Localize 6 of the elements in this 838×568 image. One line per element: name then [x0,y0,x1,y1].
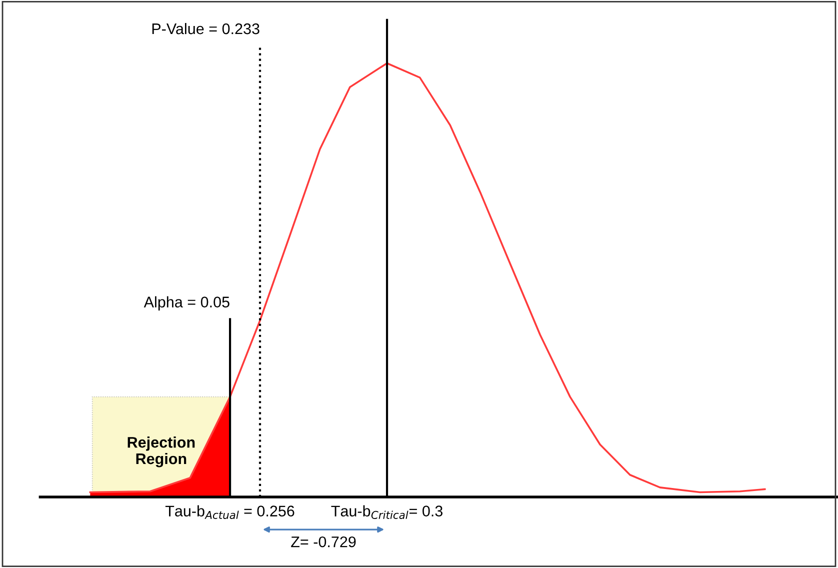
x-tick-label: Tau-b$_{Actual}$ = 0.256 [165,505,294,519]
text: Z= -0.729 [291,536,356,548]
band-label: Rejection Region [128,436,195,468]
text: P-Value = 0.233 [152,22,260,34]
annotation: Alpha = 0.05 [144,296,230,310]
x-tick-label: Tau-b$_{Critical}$= 0.3 [331,505,442,519]
